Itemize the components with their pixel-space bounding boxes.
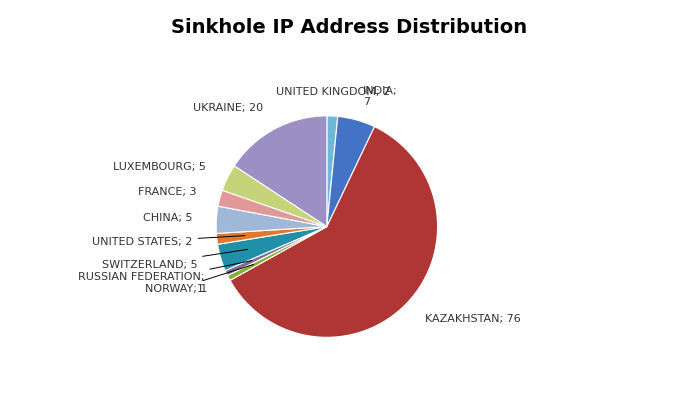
Wedge shape [222, 166, 327, 227]
Text: UNITED KINGDOM; 2: UNITED KINGDOM; 2 [276, 87, 391, 97]
Wedge shape [235, 116, 327, 227]
Text: SWITZERLAND; 5: SWITZERLAND; 5 [102, 249, 248, 269]
Wedge shape [225, 227, 327, 276]
Wedge shape [216, 206, 327, 234]
Wedge shape [218, 227, 327, 271]
Text: FRANCE; 3: FRANCE; 3 [138, 187, 196, 197]
Wedge shape [228, 227, 327, 281]
Text: KAZAKHSTAN; 76: KAZAKHSTAN; 76 [425, 314, 521, 324]
Text: LUXEMBOURG; 5: LUXEMBOURG; 5 [113, 162, 206, 172]
Text: NORWAY; 1: NORWAY; 1 [144, 265, 253, 294]
Wedge shape [327, 117, 375, 227]
Text: CHINA; 5: CHINA; 5 [142, 213, 192, 223]
Text: RUSSIAN FEDERATION;
1: RUSSIAN FEDERATION; 1 [77, 261, 252, 294]
Text: UKRAINE; 20: UKRAINE; 20 [193, 103, 262, 113]
Title: Sinkhole IP Address Distribution: Sinkhole IP Address Distribution [171, 18, 527, 37]
Wedge shape [218, 190, 327, 227]
Text: UNITED STATES; 2: UNITED STATES; 2 [92, 236, 245, 247]
Wedge shape [216, 227, 327, 244]
Text: INDIA;
7: INDIA; 7 [363, 86, 398, 107]
Wedge shape [327, 116, 338, 227]
Wedge shape [230, 126, 438, 337]
